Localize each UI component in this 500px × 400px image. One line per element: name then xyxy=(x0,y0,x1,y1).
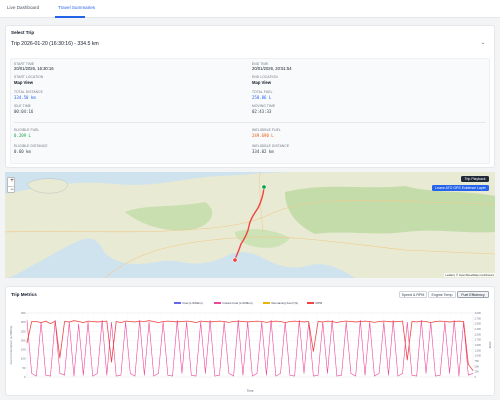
map-zoom-control: + − xyxy=(7,177,16,194)
y-left-tick-label: 300 xyxy=(21,320,26,324)
map-attribution[interactable]: Leaflet | © OpenStreetMap contributors xyxy=(444,273,495,277)
y-left-tick-label: 250 xyxy=(21,329,26,333)
y-right-axis-label: RPM xyxy=(488,342,492,349)
total-distance-value: 334.50 km xyxy=(14,95,36,100)
legend-remaining-fuel[interactable]: Remaining Fuel (%) xyxy=(263,301,298,305)
y-right-tick-label: 2,750 xyxy=(475,316,482,320)
y-right-tick-label: 1,750 xyxy=(475,338,482,342)
ineligible-distance-value: 334.02 km xyxy=(252,149,274,154)
start-time-label: START TIME xyxy=(14,62,35,66)
ineligible-fuel-label: INELIGIBLE FUEL xyxy=(252,128,281,132)
legend-label: RPM xyxy=(315,301,323,305)
y-right-tick-label: 3,000 xyxy=(475,311,482,315)
legend-label: Fuel (L/100km) xyxy=(182,301,203,305)
map-tiles xyxy=(5,172,495,278)
total-distance-label: TOTAL DISTANCE xyxy=(14,90,43,94)
legend-swatch xyxy=(263,301,270,305)
chart-grid xyxy=(26,312,474,378)
legend-swatch xyxy=(214,301,221,305)
y-right-tick-label: 1,000 xyxy=(475,354,482,358)
legend-swatch xyxy=(174,301,181,305)
select-trip-title: Select Trip xyxy=(11,30,35,35)
legend-label: Instant Fuel (L/100km) xyxy=(222,301,253,305)
total-fuel-label: TOTAL FUEL xyxy=(252,90,273,94)
end-location-value[interactable]: Map View xyxy=(252,80,272,85)
y-right-tick-label: 250 xyxy=(475,370,480,374)
eligible-distance-value: 0.60 km xyxy=(14,149,31,154)
gps-evidence-button[interactable]: Leave ATO GPS Evidence Layer xyxy=(432,185,489,191)
legend-rpm[interactable]: RPM xyxy=(307,301,322,305)
fuel-efficiency-button[interactable]: Fuel Efficiency xyxy=(457,291,489,298)
y-left-tick-label: 200 xyxy=(21,338,26,342)
top-nav: Live Dashboard Travel Summaries xyxy=(0,0,500,18)
legend-instant-fuel[interactable]: Instant Fuel (L/100km) xyxy=(214,301,253,305)
y-right-tick-label: 2,000 xyxy=(475,332,482,336)
chart-series xyxy=(26,320,474,377)
zoom-out-button[interactable]: − xyxy=(8,186,16,194)
trip-metrics-title: Trip Metrics xyxy=(11,292,37,297)
trip-select[interactable]: Trip 2026-01-20 (16:30:16) - 334.5 km xyxy=(11,41,99,47)
y-right-tick-label: 2,250 xyxy=(475,327,482,331)
y-left-tick-label: 0 xyxy=(24,375,26,379)
y-left-tick-label: 350 xyxy=(21,311,26,315)
eligible-fuel-value: 0.209 L xyxy=(14,133,31,138)
idle-time-value: 00:04:16 xyxy=(14,109,34,114)
end-time-label: END TIME xyxy=(252,62,269,66)
zoom-in-button[interactable]: + xyxy=(10,178,14,184)
y-right-tick-label: 2,500 xyxy=(475,322,482,326)
active-tab-indicator xyxy=(55,16,85,18)
y-right-tick-label: 500 xyxy=(475,364,480,368)
y-left-tick-label: 150 xyxy=(21,348,26,352)
rpm-series-line xyxy=(26,320,474,371)
trip-details-panel xyxy=(10,58,490,164)
y-left-tick-label: 100 xyxy=(21,357,26,361)
chevron-down-icon[interactable]: ⌄ xyxy=(481,40,486,46)
end-time-value: 20/01/2026, 20:51:54 xyxy=(252,66,292,71)
y-left-tick-label: 50 xyxy=(22,366,26,370)
total-fuel-value: 258.86 L xyxy=(252,95,272,100)
ineligible-distance-label: INELIGIBLE DISTANCE xyxy=(252,144,290,148)
y-right-tick-label: 750 xyxy=(475,359,480,363)
instant-fuel-series-line xyxy=(26,320,474,377)
eligible-fuel-label: ELIGIBLE FUEL xyxy=(14,128,40,132)
fuel-efficiency-chart: Fuel Consumption (L/100km) RPM Time 0 50 1… xyxy=(9,311,492,393)
y-left-axis-label: Fuel Consumption (L/100km) xyxy=(9,326,13,365)
start-location-label: START LOCATION xyxy=(14,75,44,79)
y-left-ticks: 0 50 100 150 200 250 300 350 xyxy=(21,311,26,379)
tab-travel-summaries[interactable]: Travel Summaries xyxy=(58,5,96,10)
idle-time-label: IDLE TIME xyxy=(14,104,31,108)
moving-time-value: 02:43:33 xyxy=(252,109,272,114)
trip-map[interactable] xyxy=(5,172,495,278)
start-time-value: 20/01/2026, 16:30:16 xyxy=(14,66,54,71)
speed-rpm-button[interactable]: Speed & RPM xyxy=(399,291,427,298)
ineligible-fuel-value: 249.690 L xyxy=(252,133,274,138)
end-location-label: END LOCATION xyxy=(252,75,278,79)
details-divider xyxy=(14,122,486,123)
moving-time-label: MOVING TIME xyxy=(252,104,276,108)
x-axis-label: Time xyxy=(247,389,254,393)
start-location-value[interactable]: Map View xyxy=(14,80,34,85)
eligible-distance-label: ELIGIBLE DISTANCE xyxy=(14,144,48,148)
engine-temp-button[interactable]: Engine Temp xyxy=(428,291,456,298)
y-right-tick-label: 0 xyxy=(475,375,477,379)
tab-live-dashboard[interactable]: Live Dashboard xyxy=(7,5,40,10)
legend-label: Remaining Fuel (%) xyxy=(271,301,299,305)
y-right-tick-label: 1,500 xyxy=(475,343,482,347)
legend-fuel[interactable]: Fuel (L/100km) xyxy=(174,301,203,305)
trip-playback-button[interactable]: Trip Playback xyxy=(461,176,489,182)
legend-swatch xyxy=(307,301,314,305)
y-right-tick-label: 1,250 xyxy=(475,348,482,352)
